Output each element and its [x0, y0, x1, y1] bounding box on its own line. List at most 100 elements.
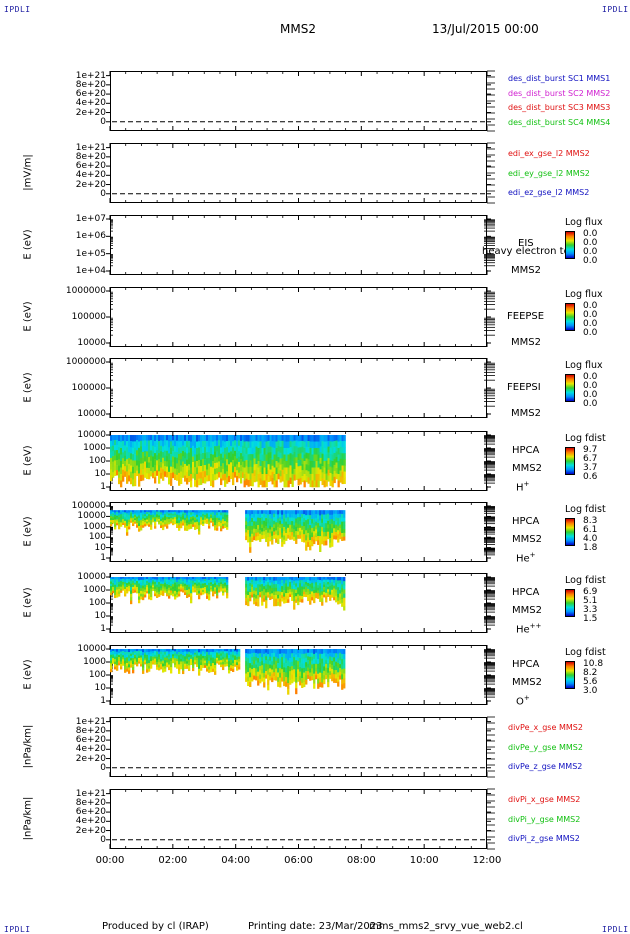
- panel-11-series-label: divPi_x_gse MMS2: [508, 795, 581, 804]
- panel-9-colorbar: [565, 661, 575, 689]
- panel-6-instrument-name: HPCA: [512, 445, 540, 456]
- panel-3-spacecraft-name: MMS2: [511, 265, 541, 276]
- panel-6-colorbar-value: 0.6: [583, 472, 598, 482]
- panel-6-y-tick-label: 1: [100, 482, 106, 492]
- panel-6-frame: [110, 431, 487, 491]
- panel-4-colorbar-value: 0.0: [583, 319, 598, 329]
- panel-2-y-tick-label: 4e+20: [75, 170, 106, 181]
- panel-10-y-tick-label: 8e+20: [75, 725, 106, 736]
- panel-11-frame: [110, 789, 487, 849]
- panel-1-series-label: des_dist_burst SC2 MMS2: [508, 88, 611, 98]
- panel-9-colorbar-title: Log fdist: [565, 647, 606, 658]
- panel-8-species-charge: ++: [529, 622, 542, 630]
- panel-7-y-tick-label: 100: [88, 532, 106, 543]
- panel-8-frame: [110, 573, 487, 633]
- panel-7-colorbar-value: 6.1: [583, 525, 598, 535]
- panel-2-y-tick-label: 6e+20: [75, 161, 106, 172]
- panel-1-y-tick-label: 8e+20: [75, 79, 106, 90]
- panel-9-y-tick-label: 1: [100, 696, 106, 706]
- panel-8-instrument-name: HPCA: [512, 587, 540, 598]
- panel-3-instrument-name: EIS: [518, 238, 534, 249]
- panel-1-series-label: des_dist_burst SC3 MMS3: [508, 103, 611, 112]
- panel-8-y-tick-label: 10000: [77, 572, 106, 582]
- panel-3-colorbar-title: Log flux: [565, 217, 603, 228]
- panel-10-frame: [110, 717, 487, 777]
- panel-1-series-label: des_dist_burst SC1 MMS1: [508, 74, 611, 83]
- panel-6-colorbar-value: 9.7: [583, 445, 598, 455]
- panel-11-y-tick-label: 1e+21: [75, 788, 106, 799]
- panel-5-colorbar-value: 0.0: [583, 390, 598, 400]
- panel-10-y-tick-label: 4e+20: [75, 744, 106, 755]
- panel-8-colorbar-value: 3.3: [583, 605, 598, 615]
- panel-5-frame: [110, 358, 487, 418]
- panel-10-series-label: divPe_y_gse MMS2: [508, 742, 583, 752]
- panel-6-y-tick-label: 10000: [77, 430, 106, 440]
- panel-8-y-tick-label: 10: [94, 611, 106, 621]
- panel-6-colorbar-value: 3.7: [583, 463, 598, 473]
- panel-4-colorbar-value: 0.0: [583, 310, 598, 320]
- date-title: 13/Jul/2015 00:00: [432, 22, 539, 36]
- panel-6-colorbar: [565, 447, 575, 475]
- panel-3-y-tick-label: 1e+06: [75, 231, 106, 242]
- time-axis-tick-label: 02:00: [158, 855, 188, 866]
- panel-5-y-tick-label: 10000: [77, 409, 106, 419]
- panel-5-spacecraft-name: MMS2: [511, 408, 541, 419]
- panel-6-colorbar-value: 6.7: [583, 454, 598, 464]
- panel-6-y-tick-label: 1000: [83, 443, 106, 453]
- panel-7-colorbar-value: 4.0: [583, 534, 598, 544]
- panel-5-colorbar-title: Log flux: [565, 360, 603, 371]
- panel-2-y-tick-label: 2e+20: [75, 179, 106, 190]
- time-axis-tick-label: 00:00: [95, 855, 125, 866]
- panel-1-y-tick-label: 6e+20: [75, 89, 106, 100]
- panel-7-y-tick-label: 10000: [77, 511, 106, 522]
- panel-2-y-tick-label: 1e+21: [75, 142, 106, 153]
- time-axis-tick-label: 10:00: [409, 855, 439, 866]
- panel-10-y-tick-label: 2e+20: [75, 753, 106, 764]
- footer-script-name: mms_mms2_srvy_vue_web2.cl: [369, 921, 523, 932]
- panel-6-colorbar-title: Log fdist: [565, 433, 606, 444]
- panel-10-series-label: divPe_x_gse MMS2: [508, 723, 583, 732]
- corner-label-top-right: IPDLI: [602, 5, 629, 14]
- time-axis-tick-label: 08:00: [346, 855, 376, 866]
- panel-7-instrument-name: HPCA: [512, 516, 540, 527]
- panel-9-y-axis-label: E (eV): [22, 659, 34, 690]
- panel-10-y-tick-label: 1e+21: [75, 716, 106, 727]
- panel-6-y-tick-label: 100: [88, 456, 106, 466]
- panel-2-series-label: edi_ez_gse_l2 MMS2: [508, 188, 590, 197]
- panel-10-y-tick-label: 0: [100, 762, 106, 773]
- panel-9-instrument-name: HPCA: [512, 659, 540, 670]
- panel-6-species-charge: +: [523, 480, 530, 488]
- panel-2-series-label: edi_ey_gse_l2 MMS2: [508, 168, 590, 178]
- spacecraft-title: MMS2: [280, 22, 316, 36]
- panel-4-y-tick-label: 100000: [71, 312, 106, 322]
- panel-5-instrument-name: FEEPSI: [507, 382, 541, 393]
- panel-9-colorbar-value: 8.2: [583, 668, 598, 678]
- panel-9-species-charge: +: [523, 694, 530, 702]
- panel-3-y-tick-label: 1e+07: [75, 214, 106, 224]
- panel-3-frame: [110, 215, 487, 275]
- panel-9-frame: [110, 645, 487, 705]
- panel-1-y-tick-label: 2e+20: [75, 107, 106, 118]
- panel-5-colorbar: [565, 374, 575, 402]
- panel-8-species-label: He++: [516, 622, 542, 636]
- panel-3-y-axis-label: E (eV): [22, 229, 34, 260]
- panel-4-frame: [110, 287, 487, 347]
- panel-9-y-tick-label: 1000: [83, 657, 106, 667]
- panel-9-y-tick-label: 10000: [77, 644, 106, 654]
- panel-6-species-label: H+: [516, 480, 530, 494]
- panel-5-y-axis-label: E (eV): [22, 372, 34, 403]
- panel-4-y-axis-label: E (eV): [22, 301, 34, 332]
- panel-7-y-tick-label: 10: [94, 542, 106, 553]
- time-axis-tick-label: 06:00: [284, 855, 313, 866]
- panel-2-y-tick-label: 8e+20: [75, 151, 106, 162]
- panel-9-colorbar-value: 3.0: [583, 686, 598, 696]
- panel-8-y-tick-label: 1000: [83, 585, 106, 595]
- panel-8-colorbar: [565, 589, 575, 617]
- panel-8-spacecraft-name: MMS2: [512, 605, 542, 616]
- panel-7-colorbar-value: 8.3: [583, 516, 598, 526]
- panel-7-species-charge: +: [529, 551, 536, 559]
- panel-5-y-tick-label: 1000000: [65, 357, 106, 367]
- panel-4-colorbar-title: Log flux: [565, 289, 603, 300]
- panel-11-y-tick-label: 6e+20: [75, 807, 106, 818]
- panel-2-y-axis-label: |mV/m|: [22, 154, 34, 191]
